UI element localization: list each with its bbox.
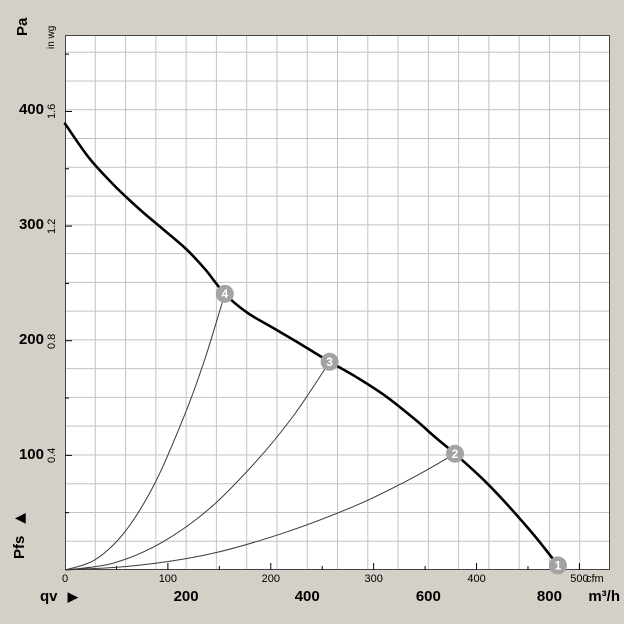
y-axis-name-label: Pfs <box>11 535 28 559</box>
operating-point-marker-3: 3 <box>320 352 339 371</box>
y-axis-unit-inwg-label: in wg <box>46 25 57 49</box>
marker-number-1: 1 <box>555 559 562 573</box>
marker-circle-3 <box>320 352 339 371</box>
system-curves <box>64 293 456 571</box>
grid-lines <box>65 35 610 570</box>
x-axis-name: qv ▶ <box>40 588 78 605</box>
x-tick-cfm-0: 0 <box>61 573 69 585</box>
y-tick-pa-300: 300 <box>18 215 44 233</box>
x-tick-m3h-400: 400 <box>294 588 320 605</box>
x-tick-cfm-400: 400 <box>467 573 486 585</box>
y-axis-unit-pa-label: Pa <box>14 17 31 37</box>
operating-point-marker-1: 1 <box>548 556 567 575</box>
marker-number-4: 4 <box>222 287 229 301</box>
x-axis-unit-cfm-label: cfm <box>586 573 604 585</box>
y-axis-arrow-icon: ▶ <box>12 511 27 527</box>
y-axis-name: Pfs ▶ <box>11 504 35 566</box>
marker-circle-1 <box>548 556 567 575</box>
plot-svg: 4 3 2 1 <box>63 35 610 575</box>
plot-area: 4 3 2 1 <box>63 35 610 575</box>
y-tick-pa-400: 400 <box>18 100 44 118</box>
operating-point-marker-4: 4 <box>215 284 234 303</box>
x-tick-cfm-300: 300 <box>364 573 383 585</box>
system-curve-to-2 <box>64 453 456 571</box>
y-tick-inwg-1.2: 1.2 <box>46 218 58 234</box>
x-tick-cfm-200: 200 <box>261 573 280 585</box>
marker-circle-4 <box>215 284 234 303</box>
y-tick-pa-200: 200 <box>18 330 44 348</box>
fan-curve <box>63 122 560 567</box>
system-curve-to-3 <box>64 361 331 571</box>
y-tick-pa-100: 100 <box>18 445 44 463</box>
operating-point-markers: 4 3 2 1 <box>215 284 567 575</box>
x-tick-m3h-600: 600 <box>415 588 441 605</box>
x-tick-m3h-200: 200 <box>173 588 199 605</box>
marker-number-2: 2 <box>452 447 459 461</box>
operating-point-marker-2: 2 <box>445 444 464 463</box>
y-tick-inwg-0.4: 0.4 <box>46 447 58 464</box>
x-tick-cfm-100: 100 <box>158 573 178 585</box>
y-tick-inwg-1.6: 1.6 <box>46 103 58 120</box>
axis-tick-marks <box>65 53 580 570</box>
x-tick-cfm-500: 500 <box>570 573 589 585</box>
x-axis-name-label: qv <box>40 588 58 605</box>
marker-number-3: 3 <box>326 355 333 369</box>
system-curve-to-4 <box>64 293 226 571</box>
y-tick-inwg-0.8: 0.8 <box>46 333 58 349</box>
plot-frame <box>65 35 610 570</box>
x-axis-unit-m3h-label: m³/h <box>588 588 620 605</box>
x-axis-arrow-icon: ▶ <box>67 589 78 604</box>
marker-circle-2 <box>445 444 464 463</box>
x-tick-m3h-800: 800 <box>536 588 562 605</box>
